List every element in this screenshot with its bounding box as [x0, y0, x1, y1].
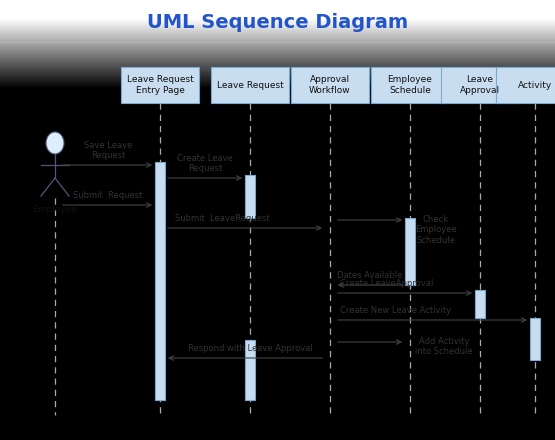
Text: Save Leave
Request: Save Leave Request	[84, 141, 132, 160]
Text: Submit  Request: Submit Request	[73, 191, 143, 200]
Text: Check
Employee
Schedule: Check Employee Schedule	[415, 215, 457, 245]
Text: Leave
Approval: Leave Approval	[460, 75, 500, 95]
FancyBboxPatch shape	[245, 175, 255, 218]
Text: Create New Leave Activity: Create New Leave Activity	[340, 306, 451, 315]
Text: Respond with Leave Approval: Respond with Leave Approval	[188, 344, 312, 353]
FancyBboxPatch shape	[155, 162, 165, 400]
Text: Create Leave
Request: Create Leave Request	[177, 154, 233, 173]
FancyBboxPatch shape	[211, 67, 289, 103]
Text: Submit  LeaveRequest: Submit LeaveRequest	[175, 214, 270, 223]
Text: Dates Available: Dates Available	[337, 271, 403, 280]
FancyBboxPatch shape	[530, 318, 540, 360]
FancyBboxPatch shape	[245, 340, 255, 400]
Text: UML Sequence Diagram: UML Sequence Diagram	[147, 12, 408, 32]
Text: Employee: Employee	[33, 205, 78, 214]
FancyBboxPatch shape	[475, 290, 485, 318]
Text: Employee
Schedule: Employee Schedule	[387, 75, 432, 95]
FancyBboxPatch shape	[371, 67, 449, 103]
Text: Add Activity
into Schedule: Add Activity into Schedule	[415, 337, 473, 356]
FancyBboxPatch shape	[441, 67, 519, 103]
FancyBboxPatch shape	[121, 67, 199, 103]
Text: Activity: Activity	[518, 81, 552, 89]
FancyBboxPatch shape	[405, 218, 415, 285]
Text: Leave Request: Leave Request	[216, 81, 284, 89]
Text: Create LeaveApproval: Create LeaveApproval	[340, 279, 433, 288]
FancyBboxPatch shape	[496, 67, 555, 103]
Text: Leave Request
Entry Page: Leave Request Entry Page	[127, 75, 193, 95]
Ellipse shape	[46, 132, 64, 154]
Text: Approval
Workflow: Approval Workflow	[309, 75, 351, 95]
FancyBboxPatch shape	[291, 67, 369, 103]
